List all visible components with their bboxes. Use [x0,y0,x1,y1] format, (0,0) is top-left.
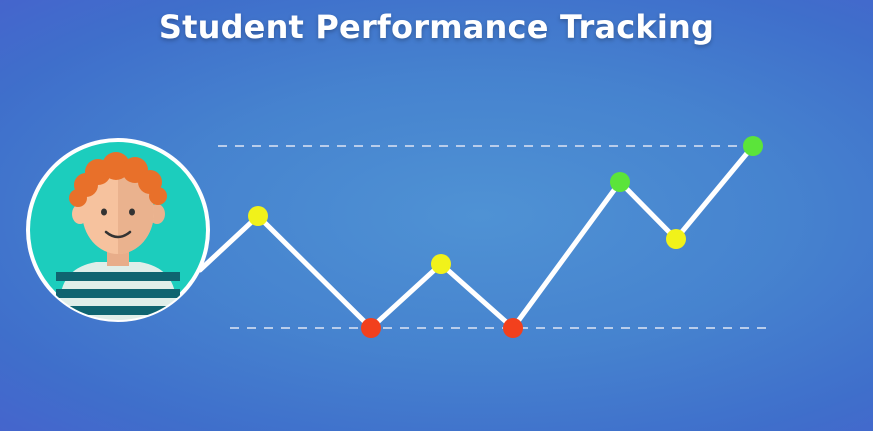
data-point-red [503,318,523,338]
data-point-green [743,136,763,156]
performance-line [197,143,756,332]
data-point-yellow [248,206,268,226]
data-points [248,136,763,338]
data-point-green [610,172,630,192]
student-avatar-icon [26,138,210,322]
page-title: Student Performance Tracking [158,8,715,46]
data-point-yellow [666,229,686,249]
data-point-yellow [431,254,451,274]
data-point-red [361,318,381,338]
